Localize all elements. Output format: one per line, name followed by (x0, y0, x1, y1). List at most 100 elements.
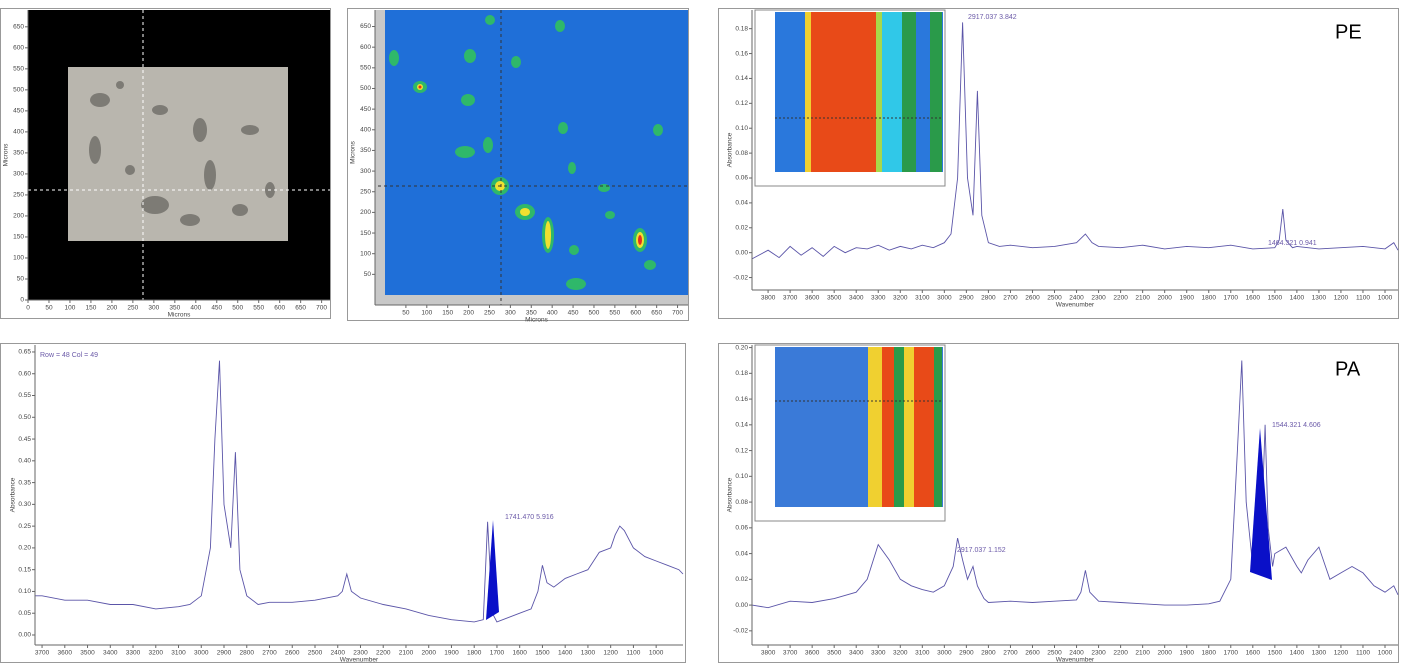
x-tick-label: 3400 (849, 295, 864, 302)
x-tick-label: 2900 (959, 650, 974, 657)
y-tick-label: 100 (360, 250, 371, 257)
y-tick-label: 0.12 (735, 100, 748, 107)
x-tick-label: 300 (505, 310, 516, 317)
y-tick-label: 450 (13, 108, 24, 115)
x-tick-label: 2000 (421, 650, 436, 657)
y-tick-label: 200 (360, 209, 371, 216)
x-tick-label: 1000 (649, 650, 664, 657)
x-tick-label: 250 (484, 310, 495, 317)
peak-annotation: 1464.321 0.941 (1268, 240, 1317, 247)
x-tick-label: 2100 (399, 650, 414, 657)
x-tick-label: 1200 (1334, 650, 1349, 657)
y-tick-label: 0.00 (735, 249, 748, 256)
x-tick-label: 2300 (1091, 650, 1106, 657)
y-tick-label: 400 (13, 129, 24, 136)
y-tick-label: 0.16 (735, 50, 748, 57)
y-tick-label: 200 (13, 213, 24, 220)
x-tick-label: 650 (295, 305, 306, 312)
x-tick-label: 400 (547, 310, 558, 317)
x-tick-label: 3800 (761, 650, 776, 657)
y-tick-label: 50 (364, 271, 372, 278)
x-tick-label: 1100 (1356, 650, 1370, 657)
x-tick-label: 1600 (512, 650, 527, 657)
y-tick-label: 50 (17, 276, 25, 283)
y-tick-label: -0.02 (733, 274, 748, 281)
x-tick-label: 450 (211, 305, 222, 312)
x-tick-label: 1200 (603, 650, 618, 657)
x-tick-label: 650 (651, 310, 662, 317)
y-tick-label: 0.06 (735, 525, 748, 532)
x-tick-label: 3000 (937, 650, 952, 657)
y-tick-label: 0.00 (18, 632, 31, 639)
x-tick-label: 3200 (893, 650, 908, 657)
x-tick-label: 600 (274, 305, 285, 312)
y-tick-label: 0.00 (735, 602, 748, 609)
y-tick-label: 0.10 (735, 125, 748, 132)
x-tick-label: 3500 (80, 650, 95, 657)
y-tick-label: 0.10 (18, 588, 31, 595)
x-tick-label: 2300 (1091, 295, 1106, 302)
y-tick-label: 350 (360, 147, 371, 154)
x-tick-label: 2500 (308, 650, 323, 657)
x-tick-label: 200 (463, 310, 474, 317)
x-tick-label: 350 (169, 305, 180, 312)
x-tick-label: 1700 (1224, 295, 1239, 302)
x-tick-label: 3700 (35, 650, 50, 657)
y-axis-label: Absorbance (727, 132, 734, 167)
x-tick-label: 1900 (444, 650, 459, 657)
axis-strip (375, 295, 688, 305)
y-tick-label: 550 (360, 65, 371, 72)
x-tick-label: 3200 (893, 295, 908, 302)
spectrum-line (751, 22, 1399, 260)
x-tick-label: 500 (589, 310, 600, 317)
panel-title: PA (1335, 358, 1361, 380)
peak-annotation: 1741.470 5.916 (505, 514, 554, 521)
y-tick-label: 0.14 (735, 422, 748, 429)
y-tick-label: 0.14 (735, 75, 748, 82)
x-tick-label: 1800 (1202, 650, 1217, 657)
x-tick-label: 600 (630, 310, 641, 317)
inset-map-pa (754, 344, 946, 522)
y-tick-label: 0.06 (735, 175, 748, 182)
y-tick-label: 0.20 (18, 545, 31, 552)
x-tick-label: 2800 (240, 650, 255, 657)
y-tick-label: 0.18 (735, 25, 748, 32)
y-tick-label: 350 (13, 150, 24, 157)
y-tick-label: 600 (13, 45, 24, 52)
y-tick-label: 0.55 (18, 392, 31, 399)
y-tick-label: 0.02 (735, 224, 748, 231)
x-tick-label: 1800 (467, 650, 482, 657)
x-tick-label: 3200 (149, 650, 164, 657)
y-axis-label: Microns (350, 140, 357, 164)
y-tick-label: 0.40 (18, 458, 31, 465)
x-tick-label: 700 (672, 310, 683, 317)
x-tick-label: 1400 (558, 650, 573, 657)
x-tick-label: 2400 (1069, 650, 1084, 657)
y-tick-label: -0.02 (733, 628, 748, 635)
x-tick-label: 1300 (1312, 295, 1327, 302)
x-tick-label: 3500 (827, 295, 842, 302)
x-tick-label: 2600 (1025, 295, 1040, 302)
x-tick-label: 2700 (1003, 650, 1018, 657)
y-tick-label: 650 (360, 23, 371, 30)
x-tick-label: 400 (190, 305, 201, 312)
x-tick-label: 1000 (1378, 295, 1393, 302)
y-tick-label: 0 (20, 297, 24, 304)
y-tick-label: 0.20 (735, 344, 748, 351)
x-tick-label: 2300 (353, 650, 368, 657)
x-tick-label: 2800 (981, 295, 996, 302)
droplets (89, 81, 275, 226)
spectrum-line (751, 360, 1399, 609)
y-tick-label: 500 (360, 85, 371, 92)
x-tick-label: 3300 (871, 295, 886, 302)
x-tick-label: 1500 (1268, 295, 1283, 302)
x-tick-label: 1900 (1179, 650, 1194, 657)
y-tick-label: 600 (360, 44, 371, 51)
x-tick-label: 50 (45, 305, 53, 312)
x-tick-label: 1100 (1356, 295, 1370, 302)
x-tick-label: 1700 (490, 650, 505, 657)
x-tick-label: 1200 (1334, 295, 1349, 302)
x-tick-label: 2400 (330, 650, 345, 657)
x-tick-label: 550 (253, 305, 264, 312)
x-axis-label: Microns (168, 312, 192, 319)
